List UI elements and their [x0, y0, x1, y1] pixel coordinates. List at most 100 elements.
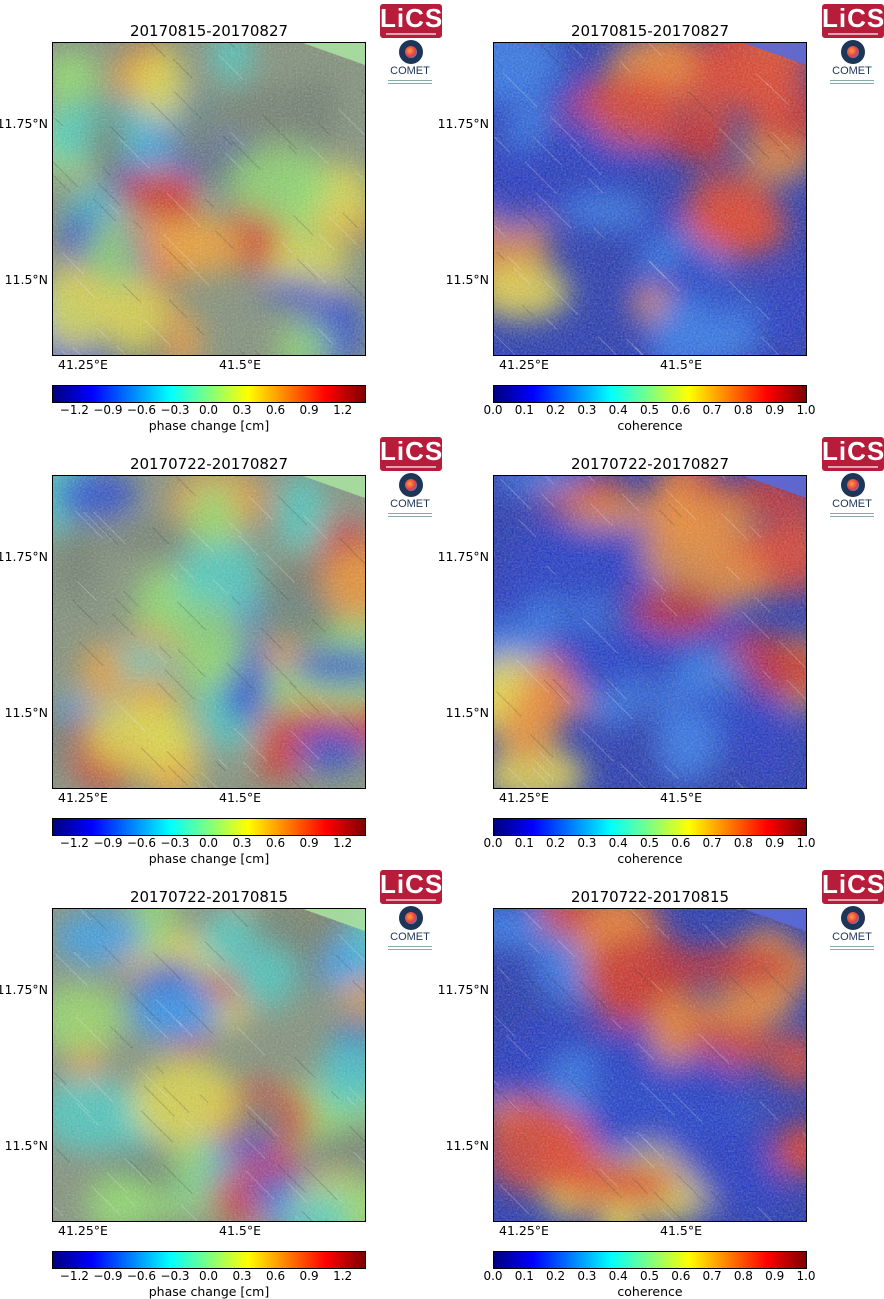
comet-globe-icon	[841, 473, 865, 497]
comet-logo: COMET	[384, 906, 436, 956]
lics-logo-text: LiCS	[822, 869, 884, 899]
coherence-colorbar	[493, 818, 807, 836]
colorbar-tick-label: 0.5	[639, 403, 660, 417]
colorbar-tick-label: 0.6	[671, 836, 691, 850]
colorbar-ticks: −1.2 −0.9 −0.6 −0.3 0.0 0.3 0.6 0.9 1.2	[52, 403, 366, 418]
colorbar-tick-label: 0.2	[546, 403, 566, 417]
colorbar-tick-label: 0.9	[765, 1269, 785, 1283]
lat-tick-label: 11.5°N	[4, 1138, 48, 1153]
colorbar-tick-label: 0.4	[608, 403, 628, 417]
lon-tick-label: 41.25°E	[58, 1223, 108, 1238]
coherence-map	[493, 475, 807, 789]
lat-tick-label: 11.5°N	[445, 1138, 489, 1153]
lics-logo: LiCS	[380, 436, 444, 471]
colorbar-tick-label: 0.3	[232, 403, 252, 417]
comet-logo: COMET	[826, 473, 878, 523]
colorbar-tick-label: 0.7	[702, 1269, 722, 1283]
lat-tick-label: 11.75°N	[0, 116, 48, 131]
panel-phase: 20170722-20170815 11.75°N 11.5°N 41.25°E 41.…	[0, 866, 884, 1299]
colorbar-tick-label: 0.3	[232, 1269, 252, 1283]
lics-logo: LiCS	[822, 436, 884, 471]
panel-coherence: 20170722-20170815 11.75°N 11.5°N 41.25°E 41.…	[0, 866, 884, 1299]
panel-title: 20170722-20170827	[570, 455, 730, 473]
colorbar-tick-label: 0.9	[765, 836, 785, 850]
lon-tick-label: 41.5°E	[219, 357, 261, 372]
colorbar-tick-label: 1.2	[333, 836, 353, 850]
colorbar-tick-label: −1.2	[59, 1269, 89, 1283]
lics-logo-text: LiCS	[380, 869, 444, 899]
lics-logo-text: LiCS	[380, 3, 444, 33]
lics-logo-text: LiCS	[822, 436, 884, 466]
panel-title: 20170722-20170827	[129, 455, 289, 473]
colorbar-label: coherence	[617, 418, 683, 433]
comet-logo-text: COMET	[832, 931, 872, 943]
lat-tick-label: 11.5°N	[445, 705, 489, 720]
panel-coherence: 20170815-20170827 11.75°N 11.5°N 41.25°E 41.…	[0, 0, 884, 433]
colorbar-tick-label: 0.6	[266, 836, 286, 850]
lon-tick-label: 41.25°E	[499, 357, 549, 372]
colorbar-tick-label: 0.6	[266, 1269, 286, 1283]
colorbar-tick-label: −0.3	[160, 836, 190, 850]
colorbar-tick-label: 0.5	[639, 1269, 660, 1283]
comet-globe-icon	[399, 473, 423, 497]
lics-logo-text: LiCS	[822, 3, 884, 33]
colorbar-tick-label: 0.0	[198, 836, 219, 850]
colorbar-tick-label: 0.0	[483, 836, 503, 850]
phase-map	[52, 475, 366, 789]
colorbar-tick-label: 0.6	[671, 403, 691, 417]
comet-logo: COMET	[826, 906, 878, 956]
panel-title: 20170722-20170815	[129, 888, 289, 906]
colorbar-tick-label: 1.2	[333, 403, 353, 417]
colorbar-label: phase change [cm]	[148, 851, 270, 866]
lon-tick-label: 41.5°E	[660, 357, 702, 372]
phase-map	[52, 908, 366, 1222]
lat-tick-label: 11.75°N	[437, 982, 489, 997]
comet-logo: COMET	[384, 40, 436, 90]
comet-logo-text: COMET	[390, 498, 430, 510]
colorbar-tick-label: 0.3	[577, 1269, 597, 1283]
panel-phase: 20170815-20170827 11.75°N 11.5°N 41.25°E 41.…	[0, 0, 884, 433]
comet-logo-text: COMET	[832, 498, 872, 510]
colorbar-tick-label: 0.3	[577, 403, 597, 417]
panel-title: 20170815-20170827	[129, 22, 289, 40]
panel-title: 20170722-20170815	[570, 888, 730, 906]
lon-tick-label: 41.5°E	[219, 790, 261, 805]
colorbar-tick-label: 0.0	[198, 1269, 219, 1283]
colorbar-tick-label: 0.4	[608, 1269, 628, 1283]
comet-globe-icon	[399, 40, 423, 64]
comet-globe-icon	[841, 40, 865, 64]
colorbar-ticks: 0.0 0.1 0.2 0.3 0.4 0.5 0.6 0.7 0.8 0.9 1.0	[483, 836, 815, 851]
lon-tick-label: 41.5°E	[660, 790, 702, 805]
lat-tick-label: 11.75°N	[0, 549, 48, 564]
colorbar-tick-label: 0.9	[299, 1269, 319, 1283]
colorbar-ticks: −1.2 −0.9 −0.6 −0.3 0.0 0.3 0.6 0.9 1.2	[52, 1269, 366, 1284]
colorbar-label: coherence	[617, 851, 683, 866]
coherence-map	[493, 908, 807, 1222]
comet-logo: COMET	[826, 40, 878, 90]
comet-logo: COMET	[384, 473, 436, 523]
colorbar-label: phase change [cm]	[148, 418, 270, 433]
colorbar-tick-label: −0.3	[160, 403, 190, 417]
comet-logo-text: COMET	[390, 931, 430, 943]
coherence-map	[493, 42, 807, 356]
colorbar-label: phase change [cm]	[148, 1284, 270, 1299]
lics-logo-text: LiCS	[380, 436, 444, 466]
lat-tick-label: 11.5°N	[4, 272, 48, 287]
colorbar-ticks: −1.2 −0.9 −0.6 −0.3 0.0 0.3 0.6 0.9 1.2	[52, 836, 366, 851]
lics-logo: LiCS	[822, 3, 884, 38]
phase-colorbar	[52, 818, 366, 836]
comet-globe-icon	[399, 906, 423, 930]
lat-tick-label: 11.75°N	[437, 549, 489, 564]
colorbar-tick-label: 0.0	[483, 1269, 503, 1283]
colorbar-tick-label: 1.0	[796, 403, 816, 417]
colorbar-tick-label: 0.4	[608, 836, 628, 850]
colorbar-tick-label: 0.8	[733, 1269, 753, 1283]
colorbar-tick-label: −0.6	[126, 1269, 156, 1283]
colorbar-tick-label: 0.6	[266, 403, 286, 417]
colorbar-tick-label: 0.7	[702, 403, 722, 417]
colorbar-tick-label: 0.1	[514, 836, 534, 850]
comet-logo-text: COMET	[832, 65, 872, 77]
colorbar-tick-label: −1.2	[59, 403, 89, 417]
colorbar-tick-label: 1.0	[796, 836, 816, 850]
lon-tick-label: 41.25°E	[58, 790, 108, 805]
